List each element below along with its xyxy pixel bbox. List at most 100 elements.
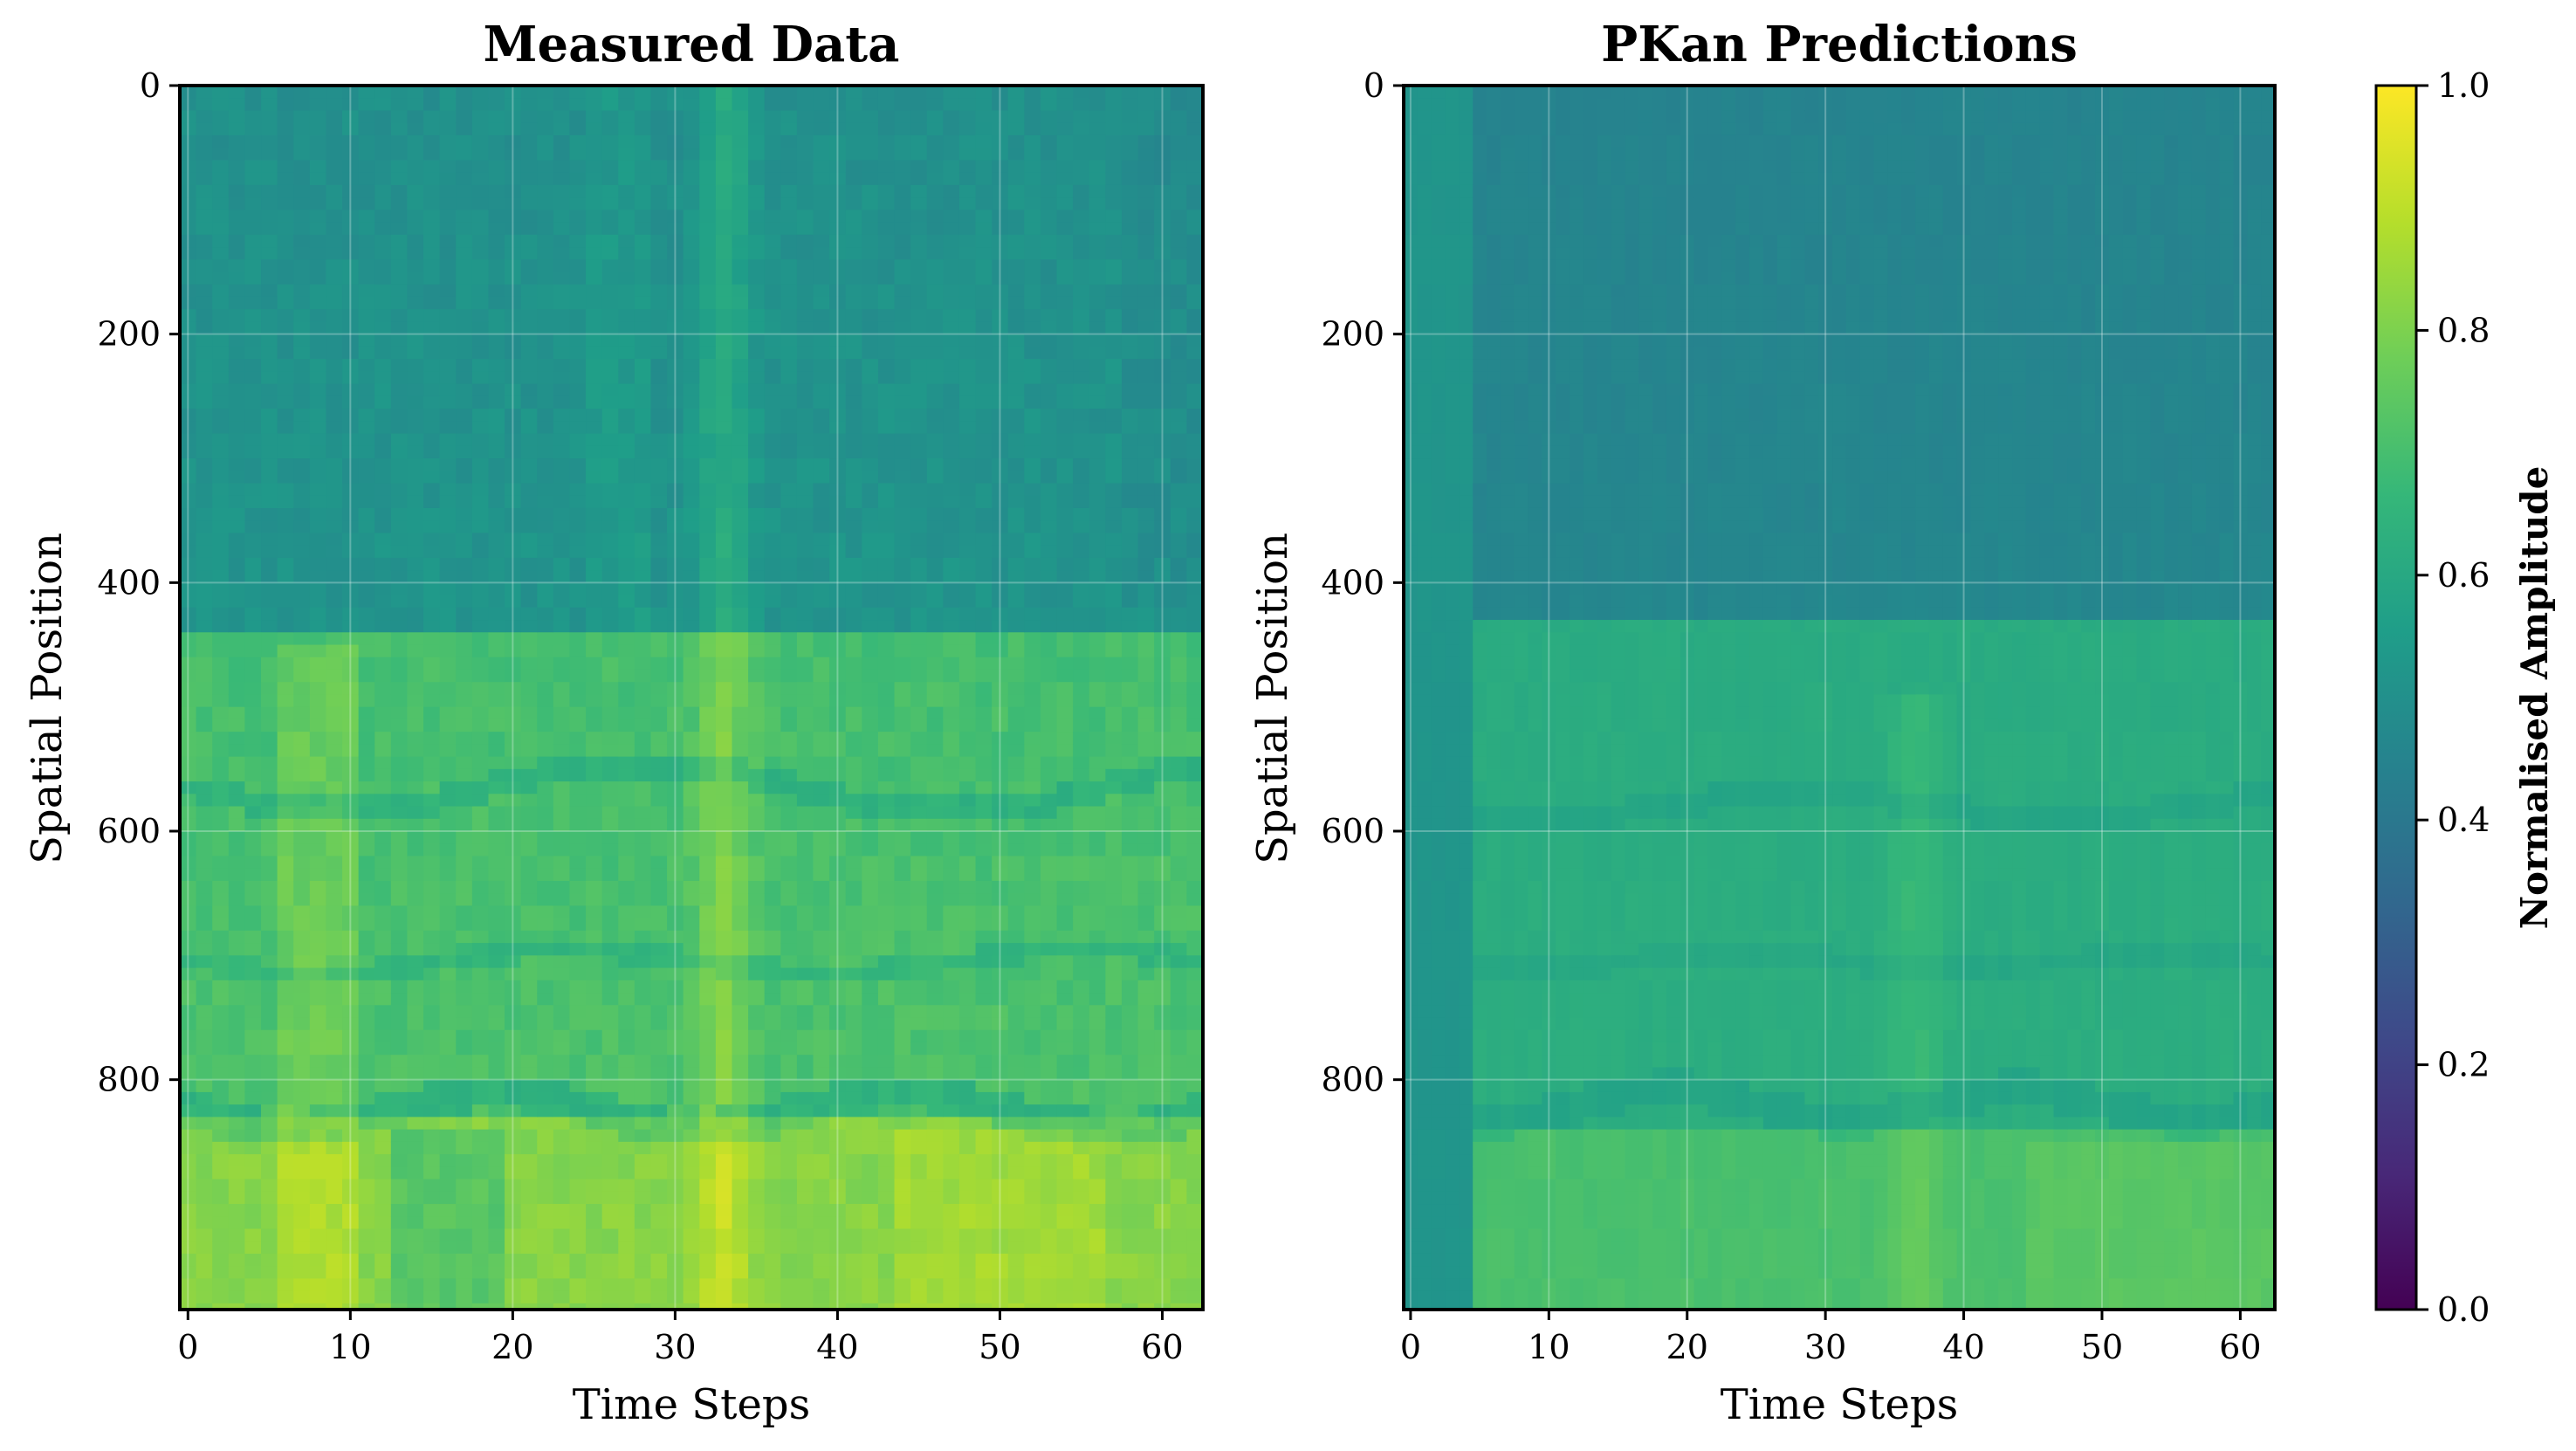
heatmap-cell <box>520 172 538 186</box>
heatmap-cell <box>926 732 944 745</box>
heatmap-cell <box>780 632 798 646</box>
heatmap-cell <box>667 570 684 583</box>
heatmap-cell <box>894 495 911 509</box>
heatmap-cell <box>342 383 360 397</box>
heatmap-cell <box>180 1091 197 1105</box>
heatmap-cell <box>488 1029 505 1043</box>
heatmap-cell <box>862 309 879 323</box>
heatmap-cell <box>358 1005 375 1019</box>
heatmap-cell <box>618 980 635 994</box>
heatmap-cell <box>699 1091 717 1105</box>
heatmap-cell <box>326 1290 343 1304</box>
heatmap-cell <box>618 918 635 932</box>
heatmap-cell <box>390 520 409 533</box>
heatmap-cell <box>342 1005 360 1019</box>
heatmap-cell <box>667 134 684 148</box>
heatmap-cell <box>992 122 1009 136</box>
heatmap-cell <box>180 1117 197 1131</box>
heatmap-cell <box>975 1166 993 1180</box>
heatmap-cell <box>244 247 262 260</box>
heatmap-cell <box>748 247 766 260</box>
heatmap-cell <box>569 893 587 907</box>
heatmap-cell <box>553 359 571 372</box>
heatmap-cell <box>520 980 538 994</box>
heatmap-cell <box>634 557 652 571</box>
heatmap-cell <box>407 520 424 533</box>
heatmap-cell <box>650 1029 668 1043</box>
heatmap-cell <box>569 148 587 161</box>
heatmap-cell <box>196 1241 213 1255</box>
heatmap-cell <box>845 134 862 148</box>
heatmap-cell <box>358 768 375 782</box>
heatmap-cell <box>277 346 294 360</box>
heatmap-cell <box>212 557 230 571</box>
heatmap-cell <box>618 210 635 223</box>
heatmap-cell <box>390 197 409 210</box>
heatmap-cell <box>618 930 635 944</box>
heatmap-cell <box>196 732 213 745</box>
heatmap-cell <box>407 86 424 99</box>
heatmap-cell <box>910 409 928 422</box>
heatmap-cell <box>553 856 571 870</box>
heatmap-cell <box>293 1141 311 1155</box>
heatmap-cell <box>894 122 911 136</box>
heatmap-cell <box>910 856 928 870</box>
heatmap-cell <box>764 247 781 260</box>
heatmap-cell <box>764 98 781 112</box>
heatmap-cell <box>471 421 490 435</box>
heatmap-cell <box>212 582 230 596</box>
heatmap-cell <box>569 918 587 932</box>
heatmap-cell <box>943 222 960 236</box>
heatmap-cell <box>358 148 375 161</box>
heatmap-cell <box>553 1067 571 1081</box>
heatmap-cell <box>796 806 814 820</box>
heatmap-cell <box>667 234 684 248</box>
heatmap-cell <box>456 421 473 435</box>
heatmap-cell <box>894 172 911 186</box>
heatmap-cell <box>618 148 635 161</box>
heatmap-cell <box>683 98 700 112</box>
heatmap-cell <box>374 980 392 994</box>
heatmap-cell <box>212 1005 230 1019</box>
heatmap-cell <box>586 694 603 708</box>
heatmap-cell <box>601 346 619 360</box>
heatmap-cell <box>586 1055 603 1069</box>
heatmap-cell <box>342 719 360 732</box>
heatmap-cell <box>342 247 360 260</box>
heatmap-cell <box>926 346 944 360</box>
heatmap-cell <box>601 1166 619 1180</box>
heatmap-cell <box>309 918 327 932</box>
heatmap-cell <box>683 148 700 161</box>
heatmap-cell <box>277 1266 294 1280</box>
heatmap-cell <box>618 806 635 820</box>
heatmap-cell <box>471 483 490 497</box>
heatmap-cell <box>569 967 587 981</box>
heatmap-cell <box>358 582 375 596</box>
heatmap-cell <box>228 657 246 670</box>
heatmap-cell <box>780 284 798 298</box>
heatmap-cell <box>634 993 652 1006</box>
heatmap-cell <box>748 1067 766 1081</box>
heatmap-cell <box>537 694 554 708</box>
heatmap-cell <box>975 732 993 745</box>
heatmap-cell <box>212 570 230 583</box>
heatmap-cell <box>780 371 798 385</box>
heatmap-cell <box>634 184 652 198</box>
heatmap-cell <box>293 744 311 758</box>
heatmap-cell <box>212 719 230 732</box>
heatmap-cell <box>456 296 473 310</box>
heatmap-cell <box>439 210 457 223</box>
heatmap-cell <box>813 495 830 509</box>
heatmap-cell <box>683 657 700 670</box>
heatmap-cell <box>650 1278 668 1292</box>
heatmap-cell <box>618 1055 635 1069</box>
heatmap-cell <box>244 657 262 670</box>
heatmap-cell <box>910 1141 928 1155</box>
heatmap-cell <box>569 383 587 397</box>
heatmap-cell <box>715 296 733 310</box>
heatmap-cell <box>212 86 230 99</box>
heatmap-cell <box>228 843 246 857</box>
heatmap-cell <box>374 222 392 236</box>
heatmap-cell <box>277 309 294 323</box>
heatmap-cell <box>862 706 879 720</box>
